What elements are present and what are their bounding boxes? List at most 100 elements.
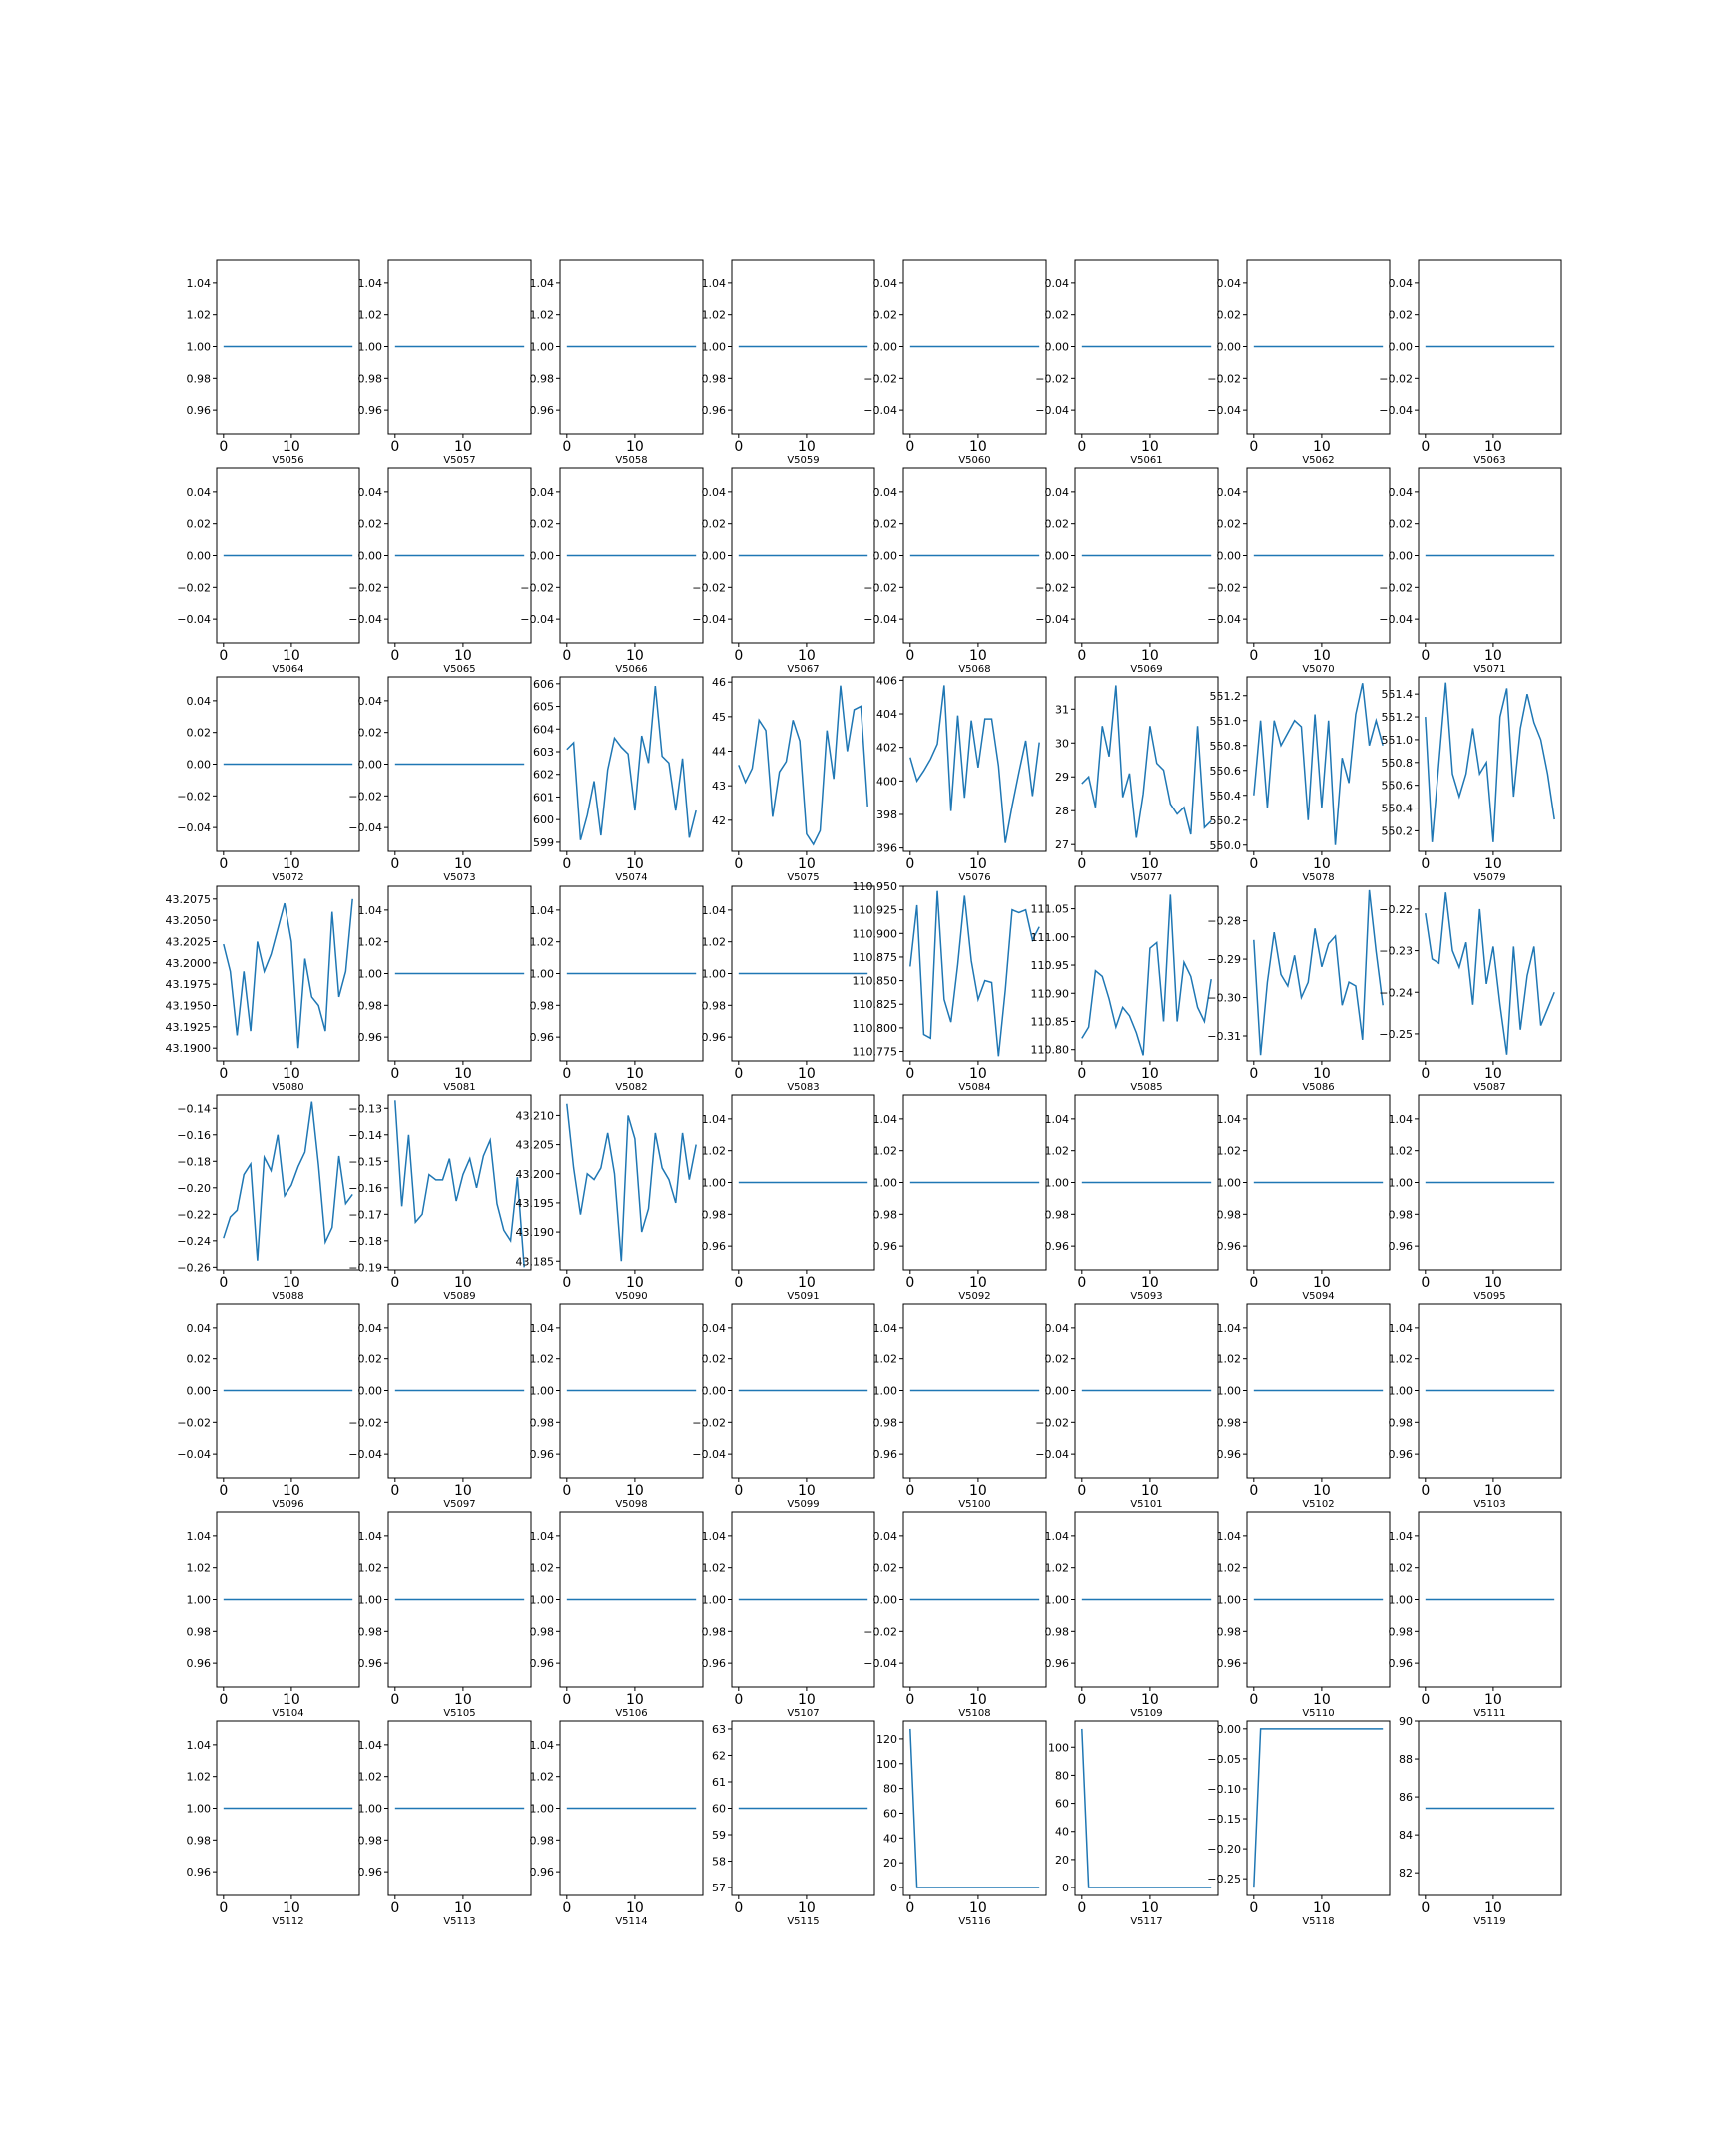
x-axis-label: V5078 xyxy=(1302,872,1334,883)
y-tick-label: 0.98 xyxy=(1045,1625,1070,1638)
y-tick-label: 1.02 xyxy=(1045,1562,1070,1575)
y-tick-label: 1.00 xyxy=(530,968,555,981)
x-tick-label: 10 xyxy=(798,1275,816,1291)
subplot-v5078: 550.0 550.2 550.4 550.6 550.8 551.0 551.2 0 10V5… xyxy=(1210,676,1391,883)
y-tick-label: 1.04 xyxy=(358,1739,383,1752)
y-tick-label: 0.02 xyxy=(873,518,898,531)
y-tick-label: −0.22 xyxy=(177,1208,211,1221)
axes-frame xyxy=(731,676,875,852)
y-tick-label: 0.96 xyxy=(187,1657,212,1670)
y-tick-label: 1.00 xyxy=(702,1177,727,1190)
series-line xyxy=(394,1100,525,1268)
x-axis-label: V5062 xyxy=(1302,455,1334,466)
y-tick-label: 0.98 xyxy=(1217,1208,1242,1221)
y-tick-label: 0.04 xyxy=(1389,277,1414,290)
x-axis-label: V5106 xyxy=(615,1708,647,1719)
x-tick-label: 0 xyxy=(734,856,743,872)
x-tick-label: 0 xyxy=(1249,1066,1258,1082)
y-tick-label: 0.02 xyxy=(358,518,383,531)
y-tick-label: 1.04 xyxy=(530,1530,555,1543)
y-tick-label: −0.31 xyxy=(1207,1030,1241,1043)
y-tick-label: −0.02 xyxy=(863,581,897,594)
x-tick-label: 0 xyxy=(1249,856,1258,872)
x-tick-label: 0 xyxy=(219,1483,228,1499)
y-tick-label: 60 xyxy=(712,1803,726,1816)
y-tick-label: −0.02 xyxy=(1035,1416,1069,1429)
y-tick-label: 1.02 xyxy=(702,936,727,949)
y-tick-label: −0.18 xyxy=(348,1235,382,1248)
y-tick-label: 0.98 xyxy=(358,999,383,1012)
y-tick-label: 599 xyxy=(533,836,554,849)
x-axis-label: V5070 xyxy=(1302,664,1334,675)
x-tick-label: 10 xyxy=(283,856,300,872)
y-tick-label: −0.02 xyxy=(177,790,211,803)
y-tick-label: 0.02 xyxy=(530,518,555,531)
x-tick-label: 0 xyxy=(734,1900,743,1916)
x-tick-label: 0 xyxy=(1421,1692,1430,1708)
y-tick-label: 0.96 xyxy=(530,1448,555,1461)
x-tick-label: 0 xyxy=(390,648,399,664)
x-tick-label: 0 xyxy=(905,1275,914,1291)
y-tick-label: 1.02 xyxy=(1217,1562,1242,1575)
x-tick-label: 0 xyxy=(562,1692,571,1708)
y-tick-label: 0.96 xyxy=(1217,1240,1242,1253)
y-tick-label: 44 xyxy=(712,746,726,759)
x-tick-label: 10 xyxy=(1313,1483,1331,1499)
y-tick-label: 20 xyxy=(883,1857,897,1870)
x-tick-label: 10 xyxy=(1141,1275,1159,1291)
x-axis-label: V5117 xyxy=(1130,1916,1162,1927)
y-tick-label: −0.16 xyxy=(348,1182,382,1195)
x-tick-label: 0 xyxy=(1077,439,1086,455)
y-tick-label: −0.17 xyxy=(348,1208,382,1221)
x-tick-label: 0 xyxy=(1421,1900,1430,1916)
y-tick-label: 0.98 xyxy=(530,1834,555,1847)
x-tick-label: 0 xyxy=(734,439,743,455)
y-tick-label: 1.04 xyxy=(1217,1530,1242,1543)
y-tick-label: 0.98 xyxy=(187,372,212,385)
y-tick-label: 1.04 xyxy=(1389,1113,1414,1126)
y-tick-label: 63 xyxy=(712,1723,726,1736)
y-tick-label: 0.04 xyxy=(187,695,212,708)
y-tick-label: 43.2050 xyxy=(166,914,212,927)
x-tick-label: 0 xyxy=(1421,1483,1430,1499)
y-tick-label: 100 xyxy=(1048,1741,1069,1754)
x-axis-label: V5075 xyxy=(787,872,819,883)
y-tick-label: 404 xyxy=(876,708,897,721)
axes-frame xyxy=(1418,676,1562,852)
x-tick-label: 0 xyxy=(390,1692,399,1708)
x-tick-label: 0 xyxy=(905,856,914,872)
y-tick-label: 1.00 xyxy=(1217,1177,1242,1190)
y-tick-label: 0.04 xyxy=(1045,486,1070,499)
x-tick-label: 0 xyxy=(1421,856,1430,872)
y-tick-label: 86 xyxy=(1399,1791,1413,1804)
y-tick-label: 82 xyxy=(1399,1867,1413,1880)
y-tick-label: 57 xyxy=(712,1882,726,1894)
y-tick-label: 550.4 xyxy=(1210,790,1242,803)
x-tick-label: 0 xyxy=(219,1275,228,1291)
x-axis-label: V5081 xyxy=(443,1082,475,1093)
y-tick-label: 0.96 xyxy=(530,1657,555,1670)
y-tick-label: 398 xyxy=(876,808,897,821)
x-tick-label: 10 xyxy=(626,1692,644,1708)
x-tick-label: 0 xyxy=(219,648,228,664)
y-tick-label: 0.98 xyxy=(1389,1208,1414,1221)
y-tick-label: −0.04 xyxy=(177,1448,211,1461)
y-tick-label: 0.00 xyxy=(187,759,212,772)
y-tick-label: 0.98 xyxy=(702,999,727,1012)
y-tick-label: 1.00 xyxy=(187,341,212,354)
y-tick-label: −0.04 xyxy=(692,613,726,626)
y-tick-label: 1.00 xyxy=(530,341,555,354)
y-tick-label: 551.2 xyxy=(1382,711,1414,724)
y-tick-label: 0.04 xyxy=(358,695,383,708)
